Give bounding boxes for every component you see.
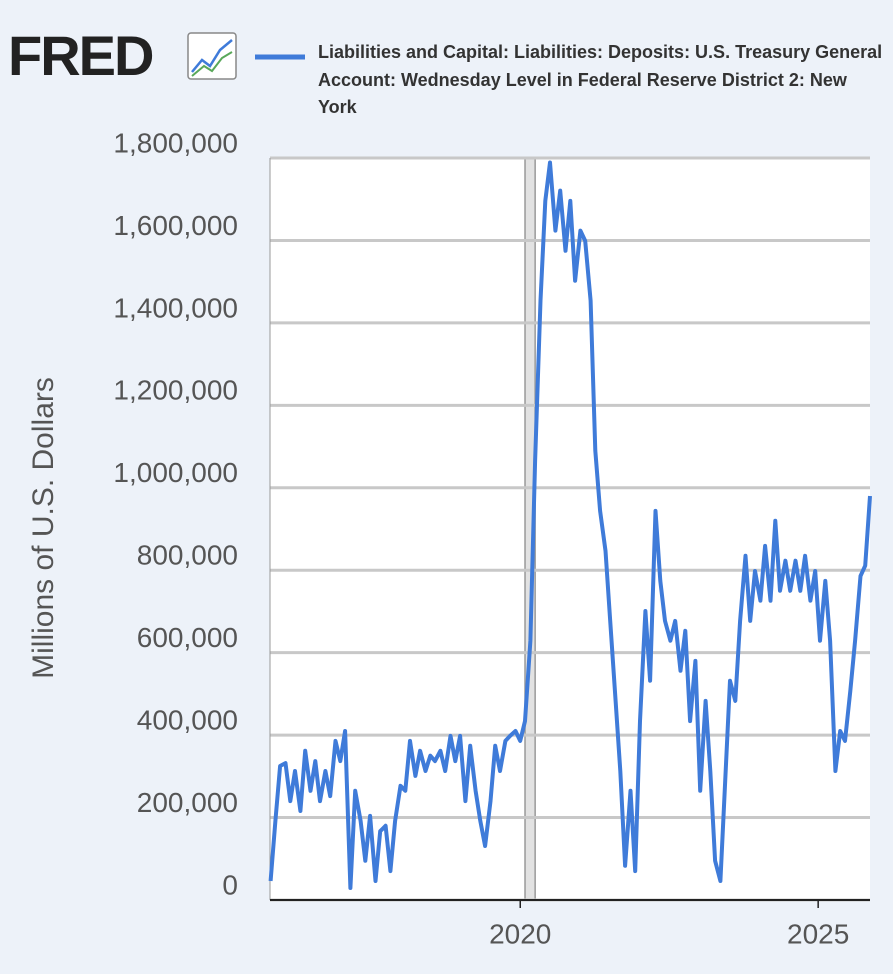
y-tick-label: 0 (222, 869, 238, 900)
logo: FRED (8, 24, 153, 87)
y-axis-title: Millions of U.S. Dollars (27, 377, 60, 679)
x-tick-label: 2025 (787, 918, 849, 949)
series-line (268, 160, 872, 890)
x-tick-label: 2020 (489, 918, 551, 949)
y-tick-label: 400,000 (137, 705, 238, 736)
plot-area (270, 158, 870, 900)
logo-icon (187, 32, 237, 80)
y-tick-label: 200,000 (137, 787, 238, 818)
y-tick-label: 1,800,000 (113, 127, 238, 158)
y-tick-label: 600,000 (137, 622, 238, 653)
y-tick-label: 1,600,000 (113, 210, 238, 241)
y-tick-label: 1,400,000 (113, 292, 238, 323)
y-tick-label: 1,200,000 (113, 375, 238, 406)
y-tick-label: 1,000,000 (113, 457, 238, 488)
y-tick-label: 800,000 (137, 540, 238, 571)
legend-label: Liabilities and Capital: Liabilities: De… (318, 42, 883, 117)
